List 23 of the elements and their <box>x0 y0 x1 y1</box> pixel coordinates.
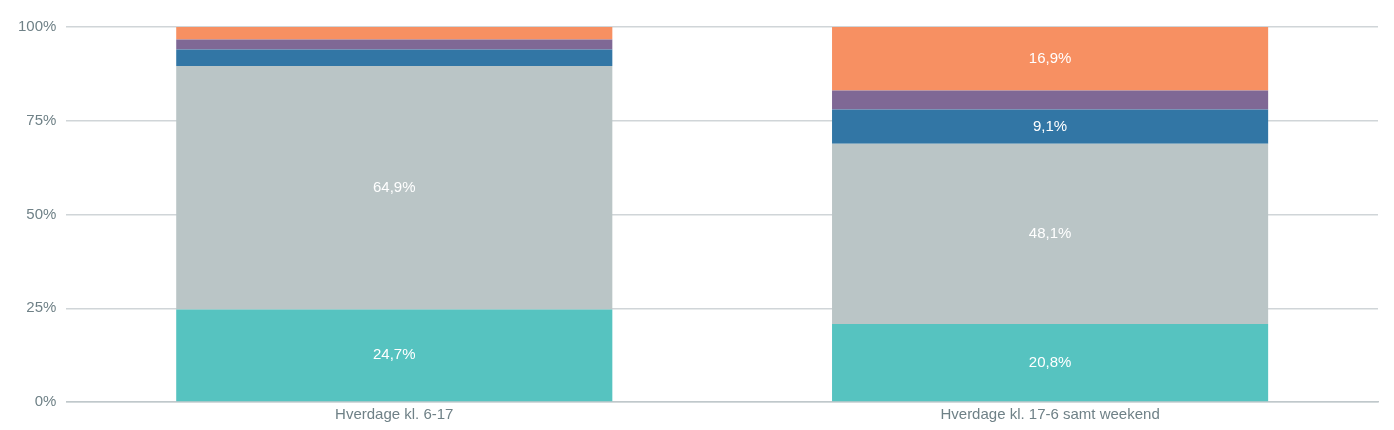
data-label: 48,1% <box>1028 223 1072 241</box>
bar <box>832 143 1269 324</box>
data-label: 64,9% <box>373 177 416 195</box>
bar <box>832 27 1269 91</box>
bar <box>176 39 613 50</box>
y-tick-label: 100% <box>17 17 57 35</box>
y-tick-label: 25% <box>26 298 57 316</box>
x-tick-label: Hverdage kl. 17-6 samt weekend <box>940 405 1160 423</box>
bar <box>176 66 613 310</box>
y-tick-label: 75% <box>26 110 57 128</box>
bar <box>832 109 1269 144</box>
data-label: 24,7% <box>373 345 416 363</box>
x-tick-label: Hverdage kl. 6-17 <box>335 405 454 423</box>
data-label: 9,1% <box>1032 116 1068 134</box>
y-tick-label: 0% <box>34 392 57 410</box>
bar <box>832 90 1269 110</box>
bar <box>176 27 613 40</box>
data-label: 20,8% <box>1028 352 1072 370</box>
bar <box>176 309 613 402</box>
y-tick-label: 50% <box>26 204 57 222</box>
bar <box>176 49 613 66</box>
data-label: 16,9% <box>1028 48 1072 66</box>
bar <box>832 324 1269 402</box>
